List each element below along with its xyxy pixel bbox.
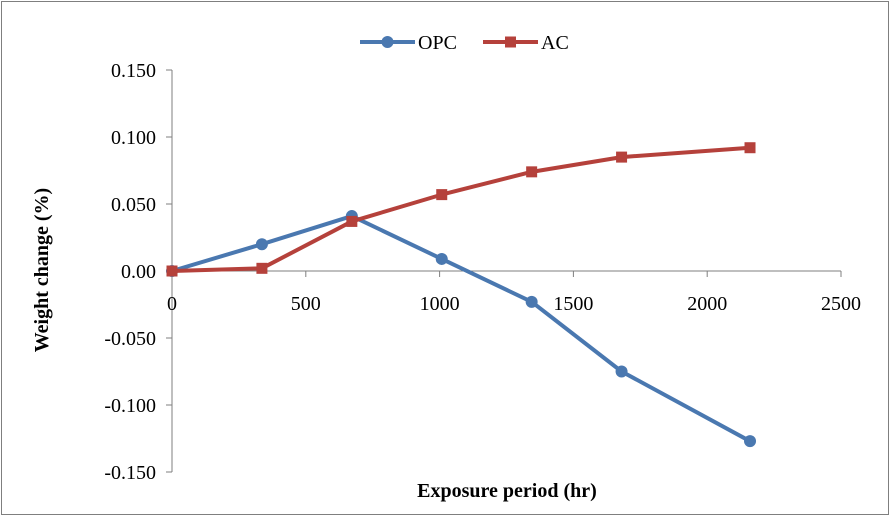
y-tick-label: 0.150 [111,60,156,82]
data-point-ac [436,189,448,201]
series-opc [166,210,757,448]
x-tick-label: 0 [167,293,177,315]
x-tick-label: 2000 [687,293,727,315]
x-tick-label: 1000 [420,293,460,315]
y-tick-label: -0.050 [104,328,156,350]
x-tick-label: 2500 [821,293,861,315]
axes [171,70,841,472]
x-tick-label: 500 [291,293,321,315]
data-point-ac [744,142,756,154]
data-point-ac [256,262,268,274]
data-point-opc [525,295,538,308]
legend: OPC AC [360,32,569,54]
data-point-opc [435,252,448,265]
legend-marker-ac [505,36,516,48]
series-line-ac [171,145,751,273]
y-tick-label: 0.100 [111,127,156,149]
data-point-ac [616,151,628,163]
data-point-opc [744,435,757,448]
y-tick-label: -0.150 [104,462,156,484]
y-tick-label: 0.00 [121,261,156,283]
legend-label-ac: AC [541,32,569,54]
y-tick-label: -0.100 [104,395,156,417]
x-ticks: 0 500 1000 1500 2000 2500 [167,271,861,315]
legend-item-opc: OPC [360,32,457,54]
legend-item-ac: AC [483,32,569,54]
data-point-ac [346,215,358,227]
y-axis-title: Weight change (%) [31,188,53,352]
y-ticks: 0.150 0.100 0.050 0.00 -0.050 -0.100 -0.150 [104,60,172,484]
series-ac [166,142,756,277]
x-axis-title: Exposure period (hr) [417,480,597,502]
series-layer [166,142,757,448]
legend-marker-opc [381,36,394,48]
data-point-ac [526,166,538,178]
data-point-opc [615,365,628,378]
data-point-opc [255,238,268,251]
data-point-ac [166,265,178,277]
y-tick-label: 0.050 [111,194,156,216]
x-tick-label: 1500 [553,293,593,315]
series-line-opc [171,214,751,443]
legend-label-opc: OPC [418,32,457,54]
